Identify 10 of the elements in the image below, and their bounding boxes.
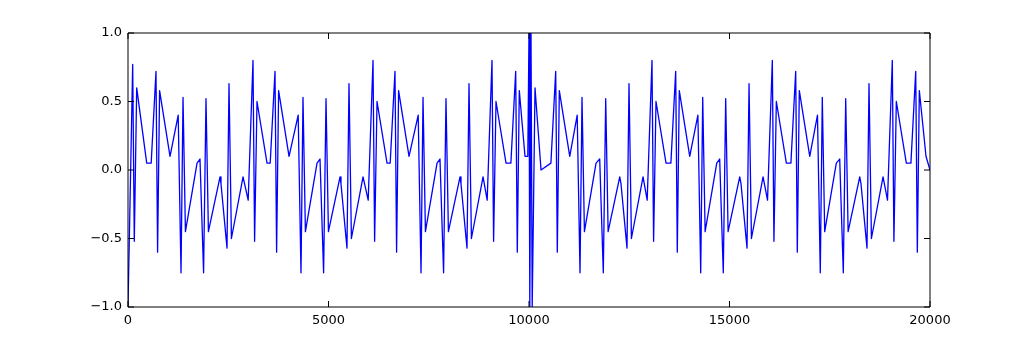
x-tick-label: 15000 [708,312,751,328]
y-tick-label: −1.0 [90,298,122,314]
y-tick-label: −0.5 [90,229,122,245]
x-tick-label: 20000 [909,312,951,328]
y-tick-label: 0.0 [101,161,122,177]
y-tick-label: 0.5 [101,92,122,108]
x-tick-label: 10000 [508,312,550,328]
y-tick-label: 1.0 [101,24,122,40]
x-tick-label: 0 [123,312,133,328]
x-tick-label: 5000 [311,312,346,328]
